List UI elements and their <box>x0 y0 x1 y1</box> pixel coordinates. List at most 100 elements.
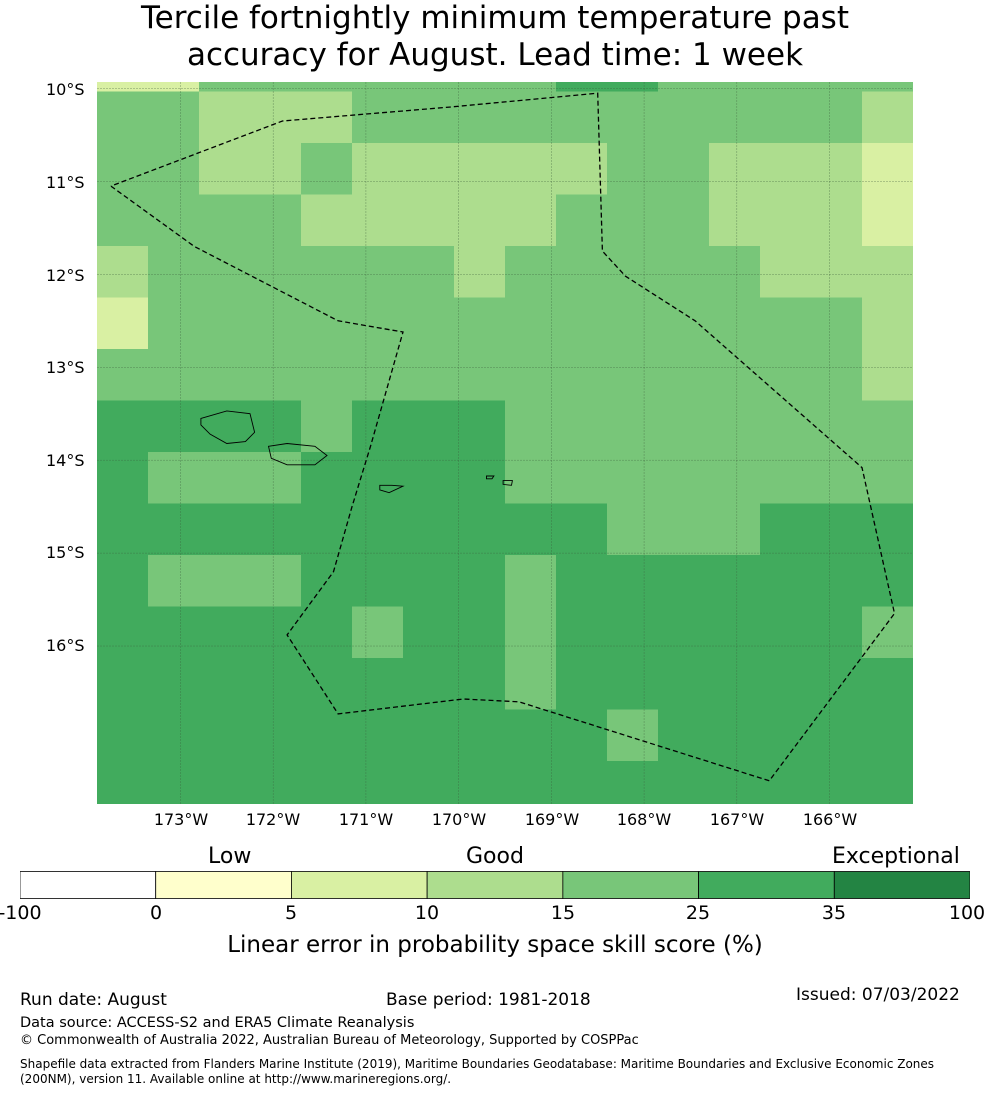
map-grid-cell <box>556 452 608 505</box>
map-grid-cell <box>658 709 710 762</box>
map-grid-cell <box>403 658 455 711</box>
map-grid-cell <box>709 297 761 350</box>
map-grid-cell <box>811 400 863 453</box>
map-grid-cell <box>403 503 455 556</box>
map-grid-cell <box>658 452 710 505</box>
map-grid-cell <box>709 606 761 659</box>
map-grid-cell <box>862 400 913 453</box>
map-grid-cell <box>454 82 506 93</box>
map-grid-cell <box>403 400 455 453</box>
map-grid-cell <box>658 297 710 350</box>
map-grid-cell <box>352 452 404 505</box>
map-grid-cell <box>454 297 506 350</box>
map-grid-cell <box>454 194 506 247</box>
map-grid-cell <box>199 452 251 505</box>
map-grid-cell <box>148 82 200 93</box>
shapefile-credit-line-2: (200NM), version 11. Available online at… <box>20 1072 452 1086</box>
chart-title: Tercile fortnightly minimum temperature … <box>0 0 990 74</box>
map-grid-cell <box>556 297 608 350</box>
lat-label-13s: 13°S <box>46 358 85 377</box>
map-grid-cell <box>709 503 761 556</box>
map-grid-cell <box>97 143 149 196</box>
map-grid-cell <box>454 246 506 299</box>
map-grid-cell <box>607 400 659 453</box>
map-grid-cell <box>301 194 353 247</box>
lat-label-15s: 15°S <box>46 543 85 562</box>
map-grid-cell <box>454 91 506 144</box>
map-grid-cell <box>199 658 251 711</box>
map-grid-cell <box>454 503 506 556</box>
map-grid-cell <box>454 143 506 196</box>
map-grid-cell <box>352 400 404 453</box>
map-panel <box>97 82 913 804</box>
map-grid-cell <box>505 297 557 350</box>
map-grid-cell <box>862 555 913 608</box>
map-grid-cell <box>454 709 506 762</box>
map-grid-cell <box>199 194 251 247</box>
map-grid-cell <box>760 555 812 608</box>
map-grid-cell <box>760 503 812 556</box>
map-grid-cell <box>709 658 761 711</box>
map-grid-cell <box>709 91 761 144</box>
map-grid-cell <box>811 555 863 608</box>
title-line-2: accuracy for August. Lead time: 1 week <box>186 37 804 73</box>
map-grid-cell <box>505 82 557 93</box>
map-grid-cell <box>403 91 455 144</box>
map-grid-cell <box>97 555 149 608</box>
map-grid-cell <box>403 297 455 350</box>
map-grid-cell <box>199 246 251 299</box>
map-grid-cell <box>148 503 200 556</box>
island-outline <box>379 484 405 494</box>
colorbar-tick-5: 5 <box>284 902 298 924</box>
map-grid-cell <box>505 555 557 608</box>
map-grid-cell <box>352 658 404 711</box>
colorbar-bin <box>155 871 292 899</box>
map-grid-cell <box>505 452 557 505</box>
map-grid-cell <box>658 246 710 299</box>
map-grid-cell <box>454 658 506 711</box>
map-grid-cell <box>607 246 659 299</box>
map-grid-cell <box>556 400 608 453</box>
map-grid-cell <box>199 400 251 453</box>
map-grid-cell <box>658 400 710 453</box>
map-grid-cell <box>709 709 761 762</box>
map-grid-cell <box>352 91 404 144</box>
map-grid-cell <box>658 349 710 402</box>
map-grid-cell <box>607 555 659 608</box>
copyright: © Commonwealth of Australia 2022, Austra… <box>20 1033 639 1048</box>
map-grid-cell <box>556 91 608 144</box>
map-grid-cell <box>556 194 608 247</box>
map-grid-cell <box>862 194 913 247</box>
legend-category-low: Low <box>208 844 252 869</box>
map-grid-cell <box>862 658 913 711</box>
map-grid-cell <box>862 297 913 350</box>
map-grid-cell <box>862 82 913 93</box>
colorbar-bin <box>698 871 835 899</box>
map-grid-cell <box>352 143 404 196</box>
map-grid-cell <box>607 91 659 144</box>
lon-label-168w: 168°W <box>616 810 672 829</box>
map-grid-cell <box>556 246 608 299</box>
map-grid-cell <box>454 349 506 402</box>
map-grid-cell <box>148 297 200 350</box>
map-grid-cell <box>148 91 200 144</box>
map-grid-cell <box>505 709 557 762</box>
map-grid-cell <box>148 452 200 505</box>
map-grid-cell <box>199 297 251 350</box>
island-outline <box>502 480 513 486</box>
map-grid-cell <box>709 194 761 247</box>
lat-label-12s: 12°S <box>46 266 85 285</box>
map-grid-cell <box>454 606 506 659</box>
map-grid-cell <box>505 503 557 556</box>
map-grid-cell <box>301 82 353 93</box>
map-grid-cell <box>403 709 455 762</box>
map-grid-cell <box>250 91 302 144</box>
map-grid-cell <box>505 143 557 196</box>
map-grid-cell <box>352 194 404 247</box>
map-grid-cell <box>862 606 913 659</box>
map-grid-cell <box>607 82 659 93</box>
map-grid-cell <box>352 503 404 556</box>
map-grid-cell <box>301 555 353 608</box>
map-grid-cell <box>301 709 353 762</box>
map-grid-cell <box>403 349 455 402</box>
